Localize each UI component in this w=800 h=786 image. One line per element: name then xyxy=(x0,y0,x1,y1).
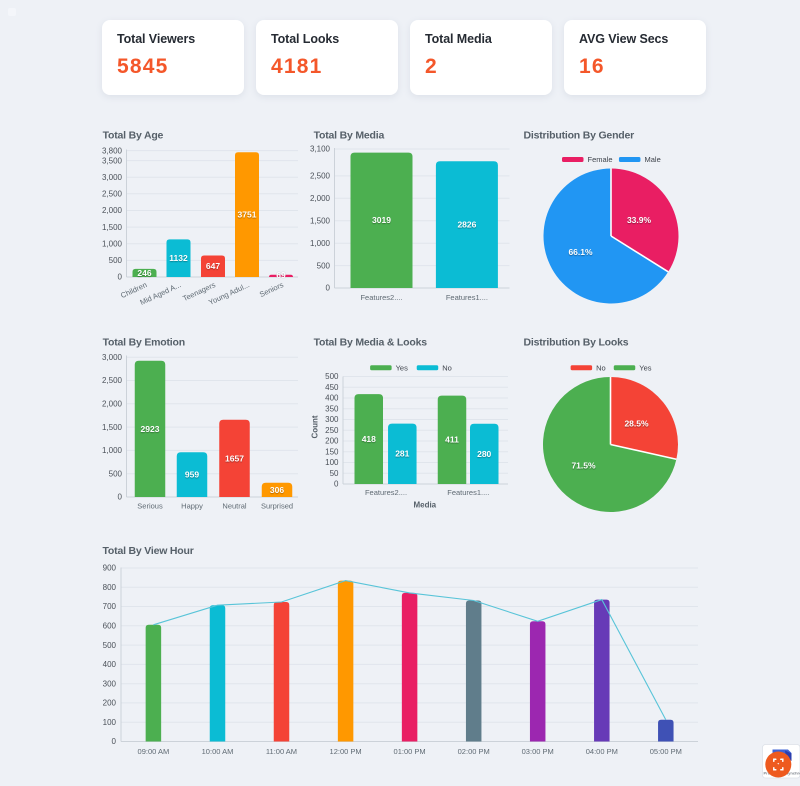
svg-text:09:00 AM: 09:00 AM xyxy=(138,747,170,756)
svg-text:No: No xyxy=(596,363,606,372)
svg-text:11:00 AM: 11:00 AM xyxy=(266,747,297,756)
svg-text:500: 500 xyxy=(103,641,117,650)
svg-text:2,000: 2,000 xyxy=(102,400,123,409)
svg-text:3,500: 3,500 xyxy=(102,156,123,165)
svg-text:Serious: Serious xyxy=(137,502,163,511)
svg-text:0: 0 xyxy=(118,273,123,282)
svg-text:Yes: Yes xyxy=(639,363,651,372)
svg-text:418: 418 xyxy=(362,434,376,444)
svg-text:1132: 1132 xyxy=(169,253,188,263)
svg-text:280: 280 xyxy=(477,449,491,459)
svg-text:250: 250 xyxy=(325,426,339,435)
svg-text:Distribution By Gender: Distribution By Gender xyxy=(524,129,635,141)
svg-text:300: 300 xyxy=(103,679,117,688)
svg-text:Total By View Hour: Total By View Hour xyxy=(103,545,194,557)
svg-text:Neutral: Neutral xyxy=(222,502,247,511)
svg-text:600: 600 xyxy=(103,622,117,631)
svg-text:647: 647 xyxy=(206,261,220,271)
svg-text:12:00 PM: 12:00 PM xyxy=(330,747,362,756)
svg-text:Features1....: Features1.... xyxy=(447,488,489,497)
svg-text:400: 400 xyxy=(325,394,339,403)
svg-text:01:00 PM: 01:00 PM xyxy=(394,747,426,756)
svg-text:2923: 2923 xyxy=(141,424,160,434)
svg-text:1,500: 1,500 xyxy=(310,216,331,225)
svg-text:Media: Media xyxy=(413,501,436,510)
svg-text:Distribution By Looks: Distribution By Looks xyxy=(524,336,629,348)
svg-text:Female: Female xyxy=(588,155,613,164)
svg-text:Surprised: Surprised xyxy=(261,502,293,511)
svg-text:3,800: 3,800 xyxy=(102,146,123,155)
svg-text:10:00 AM: 10:00 AM xyxy=(202,747,234,756)
svg-text:500: 500 xyxy=(325,372,339,381)
svg-text:100: 100 xyxy=(325,458,339,467)
svg-text:69: 69 xyxy=(276,270,286,280)
svg-text:Total By Media: Total By Media xyxy=(314,129,385,141)
svg-text:959: 959 xyxy=(185,470,199,480)
svg-text:306: 306 xyxy=(270,485,284,495)
svg-text:500: 500 xyxy=(109,469,123,478)
svg-text:Total By Emotion: Total By Emotion xyxy=(103,336,185,348)
svg-text:900: 900 xyxy=(103,564,117,573)
svg-text:2,000: 2,000 xyxy=(102,206,123,215)
svg-text:350: 350 xyxy=(325,404,339,413)
svg-text:411: 411 xyxy=(445,435,459,445)
svg-text:1,000: 1,000 xyxy=(102,239,123,248)
svg-text:05:00 PM: 05:00 PM xyxy=(650,747,682,756)
svg-text:0: 0 xyxy=(326,284,331,293)
svg-text:3019: 3019 xyxy=(372,215,391,225)
svg-text:3751: 3751 xyxy=(238,210,257,220)
svg-text:500: 500 xyxy=(109,256,123,265)
svg-text:66.1%: 66.1% xyxy=(568,247,593,257)
svg-text:150: 150 xyxy=(325,447,339,456)
svg-text:Total By Media & Looks: Total By Media & Looks xyxy=(314,336,428,348)
svg-text:Seniors: Seniors xyxy=(258,280,285,299)
svg-text:Happy: Happy xyxy=(181,502,203,511)
svg-text:0: 0 xyxy=(118,493,123,502)
svg-text:Count: Count xyxy=(311,415,320,438)
svg-text:400: 400 xyxy=(103,660,117,669)
svg-text:2,500: 2,500 xyxy=(102,376,123,385)
svg-text:0: 0 xyxy=(112,737,117,746)
svg-text:1657: 1657 xyxy=(225,453,244,463)
svg-text:50: 50 xyxy=(330,469,339,478)
svg-text:281: 281 xyxy=(395,449,409,459)
svg-text:800: 800 xyxy=(103,583,117,592)
svg-text:Features2....: Features2.... xyxy=(360,293,402,302)
svg-text:1,500: 1,500 xyxy=(102,223,123,232)
svg-text:71.5%: 71.5% xyxy=(571,461,596,471)
svg-text:1,000: 1,000 xyxy=(102,446,123,455)
svg-text:246: 246 xyxy=(137,268,151,278)
svg-text:33.9%: 33.9% xyxy=(627,215,652,225)
svg-text:Yes: Yes xyxy=(396,363,408,372)
svg-text:3,000: 3,000 xyxy=(102,353,123,362)
svg-text:Features1....: Features1.... xyxy=(446,293,488,302)
svg-text:02:00 PM: 02:00 PM xyxy=(458,747,490,756)
svg-text:0: 0 xyxy=(334,480,339,489)
svg-text:300: 300 xyxy=(325,415,339,424)
svg-text:3,000: 3,000 xyxy=(102,173,123,182)
svg-text:500: 500 xyxy=(317,261,331,270)
svg-text:2,500: 2,500 xyxy=(310,172,331,181)
svg-text:200: 200 xyxy=(325,437,339,446)
svg-text:2,500: 2,500 xyxy=(102,190,123,199)
svg-text:28.5%: 28.5% xyxy=(624,419,649,429)
svg-text:3,100: 3,100 xyxy=(310,145,331,154)
svg-text:1,500: 1,500 xyxy=(102,423,123,432)
svg-text:03:00 PM: 03:00 PM xyxy=(522,747,554,756)
svg-text:Total By Age: Total By Age xyxy=(103,129,164,141)
svg-text:Features2....: Features2.... xyxy=(365,488,407,497)
svg-text:200: 200 xyxy=(103,699,117,708)
svg-text:1,000: 1,000 xyxy=(310,239,331,248)
svg-text:700: 700 xyxy=(103,602,117,611)
svg-text:100: 100 xyxy=(103,718,117,727)
svg-text:2,000: 2,000 xyxy=(310,194,331,203)
svg-text:No: No xyxy=(442,363,452,372)
svg-text:04:00 PM: 04:00 PM xyxy=(586,747,618,756)
svg-text:Male: Male xyxy=(645,155,661,164)
svg-text:450: 450 xyxy=(325,383,339,392)
svg-text:2826: 2826 xyxy=(457,220,476,230)
